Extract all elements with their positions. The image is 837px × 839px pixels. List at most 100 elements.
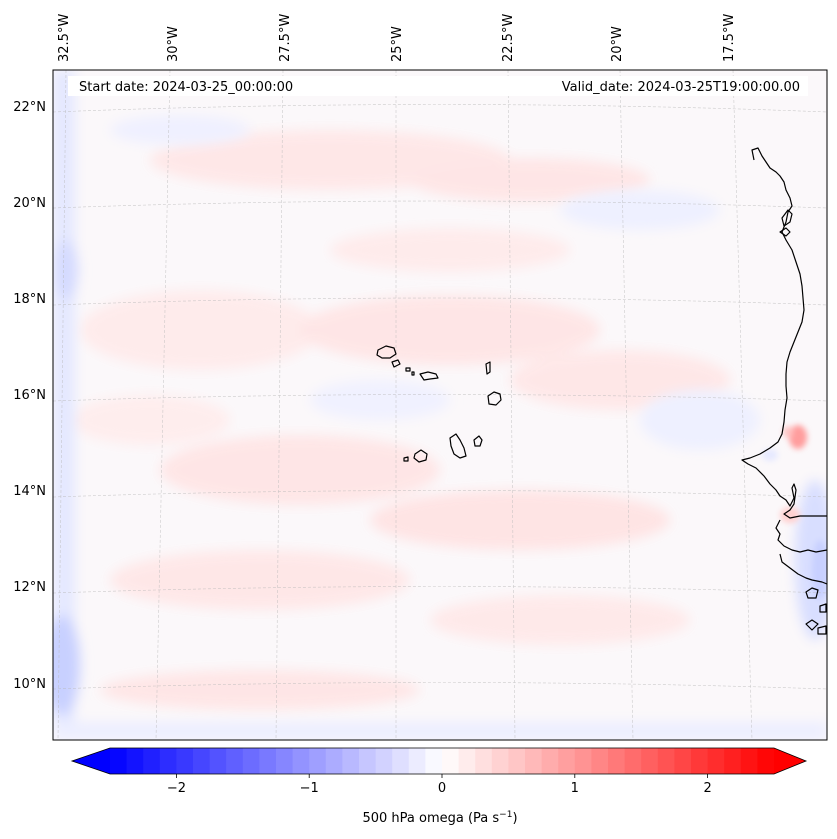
santo-antao-island <box>376 345 397 359</box>
lon-label-30W: 30°W <box>166 26 181 62</box>
fogo-island <box>413 449 428 463</box>
colorbar-low-extend <box>72 748 110 774</box>
colorbar-bin <box>126 748 144 774</box>
parallel-10N <box>53 682 827 690</box>
colorbar-bin <box>309 748 327 774</box>
graticule <box>53 70 827 740</box>
lon-label-25W: 25°W <box>390 26 405 62</box>
bissagos-islands <box>805 587 827 635</box>
santa-luzia-island <box>405 367 415 376</box>
canary-islands <box>779 209 793 237</box>
colorbar-bin <box>143 748 161 774</box>
sao-vicente-island <box>391 359 401 368</box>
valid-date-label: Valid_date: 2024-03-25T19:00:00.00 <box>562 80 800 95</box>
gambia-senegal-coast <box>775 519 827 553</box>
colorbar-bin <box>425 748 443 774</box>
start-date-label: Start date: 2024-03-25_00:00:00 <box>79 80 293 95</box>
colorbar-outline <box>70 747 808 775</box>
parallel-18N <box>53 297 827 306</box>
africa-coastline <box>741 147 827 519</box>
colorbar-bin <box>707 748 725 774</box>
latitude-labels: 22°N 20°N 18°N 16°N 14°N 12°N 10°N <box>13 100 46 692</box>
colorbar-bin <box>541 748 559 774</box>
colorbar-tick-label: 1 <box>571 781 579 796</box>
colorbar-bin <box>375 748 393 774</box>
meridian-30W <box>155 70 171 740</box>
colorbar-bin <box>176 748 194 774</box>
meridian-22-5W <box>507 70 516 740</box>
colorbar-bin <box>525 748 543 774</box>
meridian-17-5W <box>732 70 753 740</box>
lat-label-12N: 12°N <box>13 580 46 595</box>
colorbar-bin <box>491 748 509 774</box>
colorbar-bin <box>110 748 128 774</box>
lat-label-18N: 18°N <box>13 292 46 307</box>
map-panel: Start date: 2024-03-25_00:00:00 Valid_da… <box>52 69 828 741</box>
colorbar-bin <box>292 748 310 774</box>
colorbar-bin <box>591 748 609 774</box>
colorbar-bin <box>475 748 493 774</box>
colorbar-tick-label: −1 <box>300 781 319 796</box>
colorbar-bin <box>740 748 758 774</box>
colorbar-bin <box>408 748 426 774</box>
lon-label-20W: 20°W <box>610 26 625 62</box>
lat-label-10N: 10°N <box>13 677 46 692</box>
sal-island <box>485 361 491 375</box>
colorbar-ticks: −2 −1 0 1 2 <box>167 774 712 796</box>
colorbar-bin <box>226 748 244 774</box>
parallel-22N <box>53 104 827 113</box>
maio-island <box>473 435 483 447</box>
parallel-14N <box>53 490 827 498</box>
colorbar-bin <box>359 748 377 774</box>
colorbar-bin <box>724 748 742 774</box>
header-band <box>68 76 808 96</box>
colorbar-bin <box>392 748 410 774</box>
omega-field <box>53 70 827 740</box>
coastlines <box>376 147 827 635</box>
colorbar-bin <box>624 748 642 774</box>
meridian-20W <box>619 70 634 740</box>
colorbar-bin <box>276 748 294 774</box>
colorbar-bin <box>691 748 709 774</box>
lon-label-17-5W: 17.5°W <box>722 14 737 62</box>
meridian-32-5W <box>57 70 67 740</box>
colorbar-bin <box>608 748 626 774</box>
colorbar-bin <box>442 748 460 774</box>
colorbar-bin <box>159 748 177 774</box>
lat-label-22N: 22°N <box>13 100 46 115</box>
colorbar-label: 500 hPa omega (Pa s−1) <box>362 810 517 826</box>
brava-island <box>403 456 409 462</box>
colorbar-bin <box>259 748 277 774</box>
colorbar-bin <box>757 748 775 774</box>
colorbar-bin <box>558 748 576 774</box>
colorbar-bin <box>508 748 526 774</box>
colorbar-bin <box>458 748 476 774</box>
colorbar: −2 −1 0 1 2 500 hPa omega (Pa s−1) <box>70 747 808 826</box>
santiago-island <box>449 433 467 459</box>
colorbar-tick-label: 2 <box>703 781 711 796</box>
colorbar-bin <box>342 748 360 774</box>
map-frame <box>52 69 828 741</box>
colorbar-high-extend <box>774 748 806 774</box>
parallel-20N <box>53 200 827 209</box>
boa-vista-island <box>487 391 502 406</box>
colorbar-bins <box>110 748 775 774</box>
colorbar-bin <box>657 748 675 774</box>
lon-label-27-5W: 27.5°W <box>278 14 293 62</box>
colorbar-bin <box>242 748 260 774</box>
sao-nicolau-island <box>419 371 439 381</box>
guinea-bissau-coast <box>779 553 827 585</box>
colorbar-tick-label: −2 <box>167 781 186 796</box>
longitude-labels: 32.5°W 30°W 27.5°W 25°W 22.5°W 20°W 17.5… <box>57 14 737 62</box>
parallel-16N <box>53 394 827 402</box>
colorbar-bin <box>641 748 659 774</box>
lon-label-32-5W: 32.5°W <box>57 14 72 62</box>
colorbar-tick-label: 0 <box>438 781 446 796</box>
colorbar-bin <box>674 748 692 774</box>
lon-label-22-5W: 22.5°W <box>501 14 516 62</box>
lat-label-14N: 14°N <box>13 484 46 499</box>
lat-label-20N: 20°N <box>13 196 46 211</box>
parallel-12N <box>53 586 827 594</box>
colorbar-bin <box>193 748 211 774</box>
